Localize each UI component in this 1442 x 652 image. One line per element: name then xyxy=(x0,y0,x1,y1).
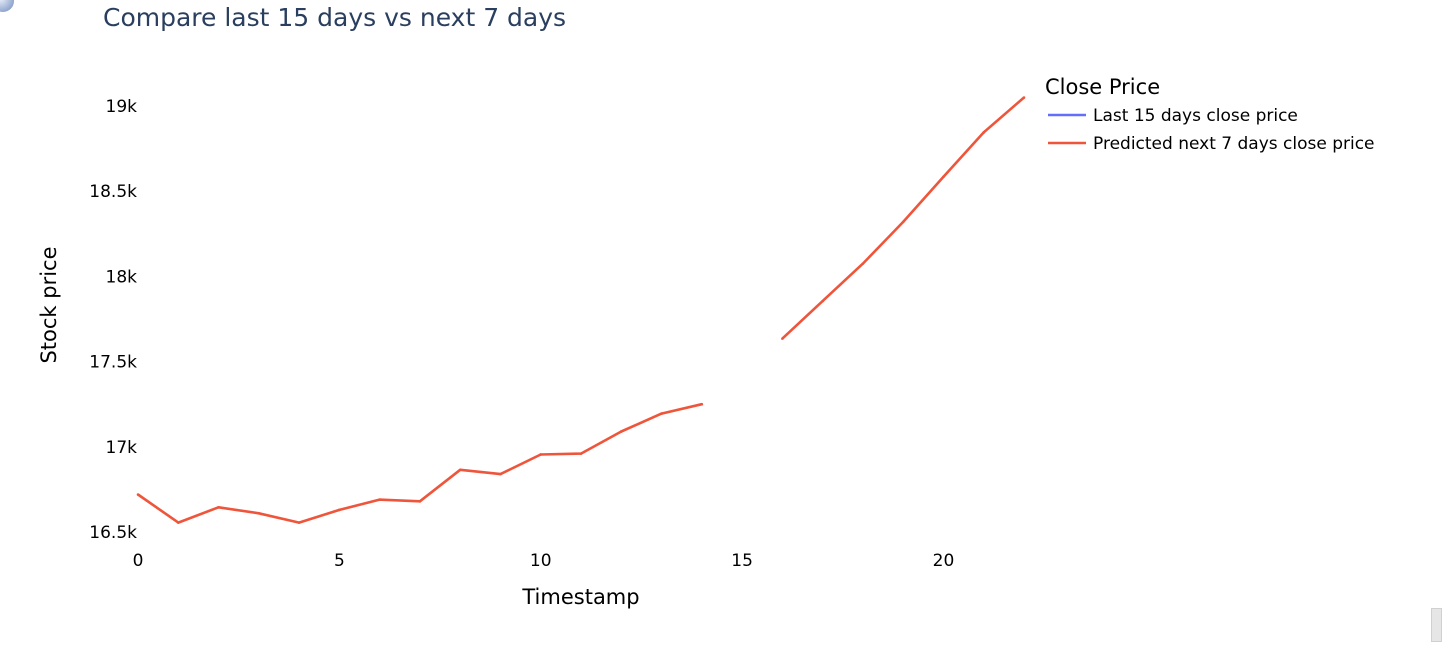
series-point[interactable] xyxy=(257,511,261,515)
y-tick-label: 16.5k xyxy=(89,523,137,543)
series-layer xyxy=(136,96,1026,524)
y-tick-label: 17k xyxy=(106,438,138,458)
series-point[interactable] xyxy=(499,472,502,476)
series-line-1[interactable] xyxy=(781,96,1025,340)
series-point[interactable] xyxy=(579,452,583,455)
legend[interactable]: Close Price Last 15 days close price Pred… xyxy=(1045,75,1375,154)
y-tick-label: 18k xyxy=(106,267,138,287)
legend-label[interactable]: Last 15 days close price xyxy=(1093,106,1298,126)
series-point[interactable] xyxy=(136,493,140,496)
legend-items[interactable]: Last 15 days close price Predicted next 7… xyxy=(1048,106,1375,154)
series-point[interactable] xyxy=(418,500,422,503)
scrollbar-handle[interactable] xyxy=(1431,608,1442,642)
y-tick-label: 19k xyxy=(106,97,138,117)
y-axis-title: Stock price xyxy=(37,246,61,363)
x-tick-label: 10 xyxy=(530,551,552,571)
series-point[interactable] xyxy=(700,402,704,406)
legend-title: Close Price xyxy=(1045,75,1160,99)
series-point[interactable] xyxy=(338,508,341,512)
series-point[interactable] xyxy=(781,337,784,340)
y-tick-label: 17.5k xyxy=(89,353,137,373)
series-point[interactable] xyxy=(458,468,462,472)
x-tick-label: 0 xyxy=(133,551,144,571)
series-point[interactable] xyxy=(619,430,623,433)
series-point[interactable] xyxy=(1022,96,1026,99)
legend-label[interactable]: Predicted next 7 days close price xyxy=(1093,134,1375,154)
series-point[interactable] xyxy=(217,505,220,509)
series-line-0[interactable] xyxy=(137,402,703,524)
x-tick-label: 20 xyxy=(933,551,955,571)
series-point[interactable] xyxy=(297,521,301,524)
series-point[interactable] xyxy=(861,262,865,265)
chart-title: Compare last 15 days vs next 7 days xyxy=(103,3,566,32)
series-point[interactable] xyxy=(982,131,986,134)
series-point[interactable] xyxy=(901,220,905,224)
series-point[interactable] xyxy=(942,175,945,179)
series-point[interactable] xyxy=(176,521,180,524)
corner-widget-icon[interactable] xyxy=(0,0,14,12)
y-axis-ticks: 16.5k 17k 17.5k 18k 18.5k 19k xyxy=(89,97,137,543)
y-tick-label: 18.5k xyxy=(89,182,137,202)
series-point[interactable] xyxy=(660,412,663,415)
x-tick-label: 5 xyxy=(334,551,345,571)
x-axis-ticks: 0 5 10 15 20 xyxy=(133,551,955,571)
x-tick-label: 15 xyxy=(731,551,753,571)
series-point[interactable] xyxy=(378,498,381,501)
series-point[interactable] xyxy=(539,453,543,456)
series-point[interactable] xyxy=(821,299,824,303)
x-axis-title: Timestamp xyxy=(521,585,639,609)
